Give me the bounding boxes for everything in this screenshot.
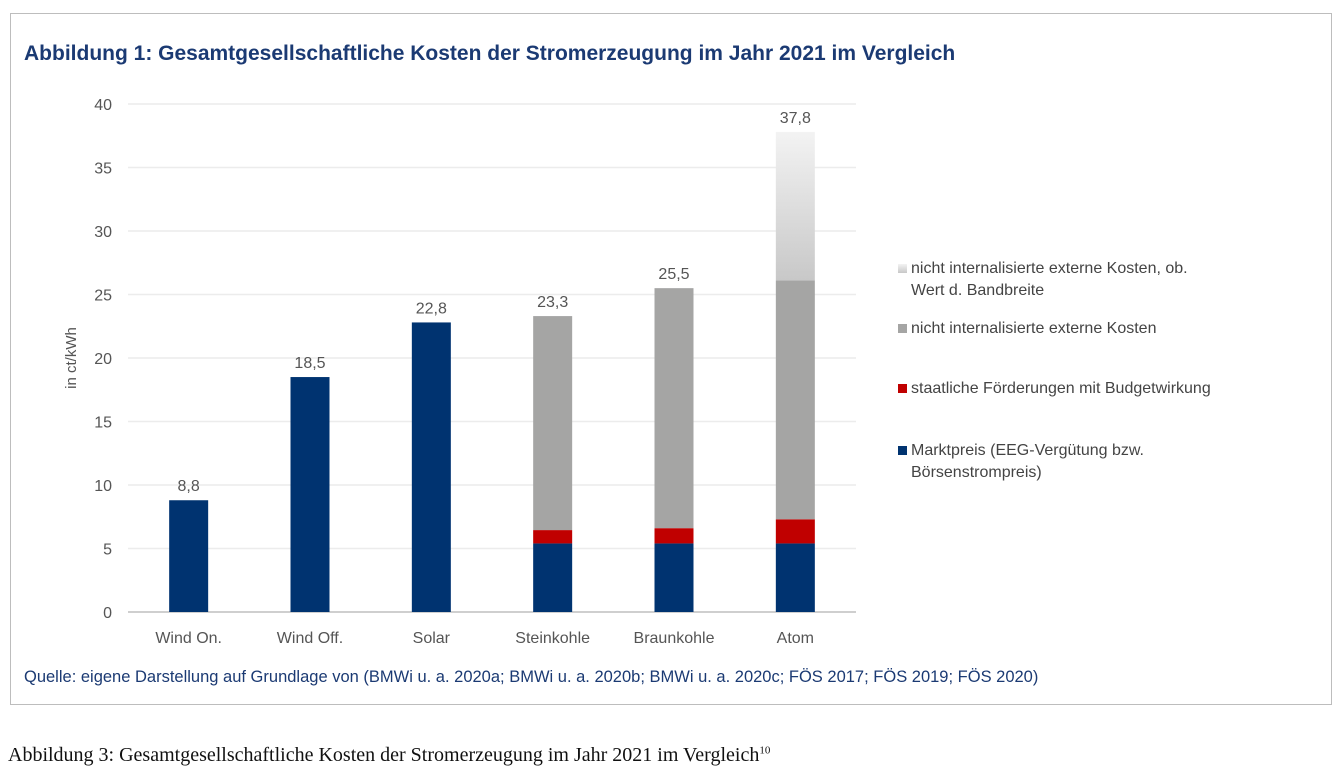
y-tick-label: 30 xyxy=(94,224,112,241)
legend-swatch xyxy=(898,446,907,455)
bar-segment xyxy=(775,519,815,544)
legend-swatch xyxy=(898,384,907,393)
figure-frame xyxy=(10,13,1332,705)
bar-segment xyxy=(290,377,330,612)
chart-title: Abbildung 1: Gesamtgesellschaftliche Kos… xyxy=(24,42,956,65)
x-tick-label: Steinkohle xyxy=(515,630,590,647)
caption-text: Abbildung 3: Gesamtgesellschaftliche Kos… xyxy=(8,744,760,766)
bar-segment xyxy=(533,530,573,544)
footnote-ref: 10 xyxy=(759,744,771,757)
bar-segment xyxy=(775,131,815,281)
x-tick-label: Wind On. xyxy=(155,630,222,647)
bar-segment xyxy=(533,316,573,531)
y-tick-label: 5 xyxy=(103,542,112,559)
figure-caption: Abbildung 3: Gesamtgesellschaftliche Kos… xyxy=(8,744,770,767)
x-tick-label: Wind Off. xyxy=(277,630,343,647)
bar-segment xyxy=(654,528,694,544)
bar-segment xyxy=(169,500,209,612)
y-tick-label: 10 xyxy=(94,478,112,495)
y-tick-label: 15 xyxy=(94,415,112,432)
bar-segment xyxy=(411,322,451,612)
legend-item: nicht internalisierte externe Kosten, ob… xyxy=(898,258,1211,302)
x-tick-label: Solar xyxy=(413,630,451,647)
y-tick-label: 25 xyxy=(94,288,112,305)
y-tick-label: 0 xyxy=(103,605,112,622)
bar-segment xyxy=(654,288,694,529)
legend-item: Marktpreis (EEG-Vergütung bzw. Börsenstr… xyxy=(898,440,1211,484)
legend-label: Marktpreis (EEG-Vergütung bzw. Börsenstr… xyxy=(911,442,1144,481)
bar-segment xyxy=(654,543,694,612)
bar-segment xyxy=(775,280,815,520)
y-tick-label: 40 xyxy=(94,97,112,114)
y-tick-label: 20 xyxy=(94,351,112,368)
legend-item: nicht internalisierte externe Kosten xyxy=(898,318,1211,340)
legend-label: nicht internalisierte externe Kosten, ob… xyxy=(911,260,1188,299)
legend-label: staatliche Förderungen mit Budgetwirkung xyxy=(911,380,1211,397)
legend-swatch xyxy=(898,324,907,333)
bar-segment xyxy=(533,543,573,612)
data-label: 37,8 xyxy=(780,110,811,127)
bar-segment xyxy=(775,543,815,612)
y-axis-label: in ct/kWh xyxy=(63,327,80,389)
legend-item: staatliche Förderungen mit Budgetwirkung xyxy=(898,378,1211,400)
data-label: 8,8 xyxy=(178,478,200,495)
y-tick-label: 35 xyxy=(94,161,112,178)
data-label: 23,3 xyxy=(537,294,568,311)
legend-swatch xyxy=(898,264,907,273)
legend-label: nicht internalisierte externe Kosten xyxy=(911,320,1157,337)
data-label: 18,5 xyxy=(294,355,325,372)
x-tick-label: Atom xyxy=(777,630,814,647)
data-label: 25,5 xyxy=(658,266,689,283)
data-label: 22,8 xyxy=(416,300,447,317)
x-tick-label: Braunkohle xyxy=(634,630,715,647)
source-note: Quelle: eigene Darstellung auf Grundlage… xyxy=(24,668,1039,686)
